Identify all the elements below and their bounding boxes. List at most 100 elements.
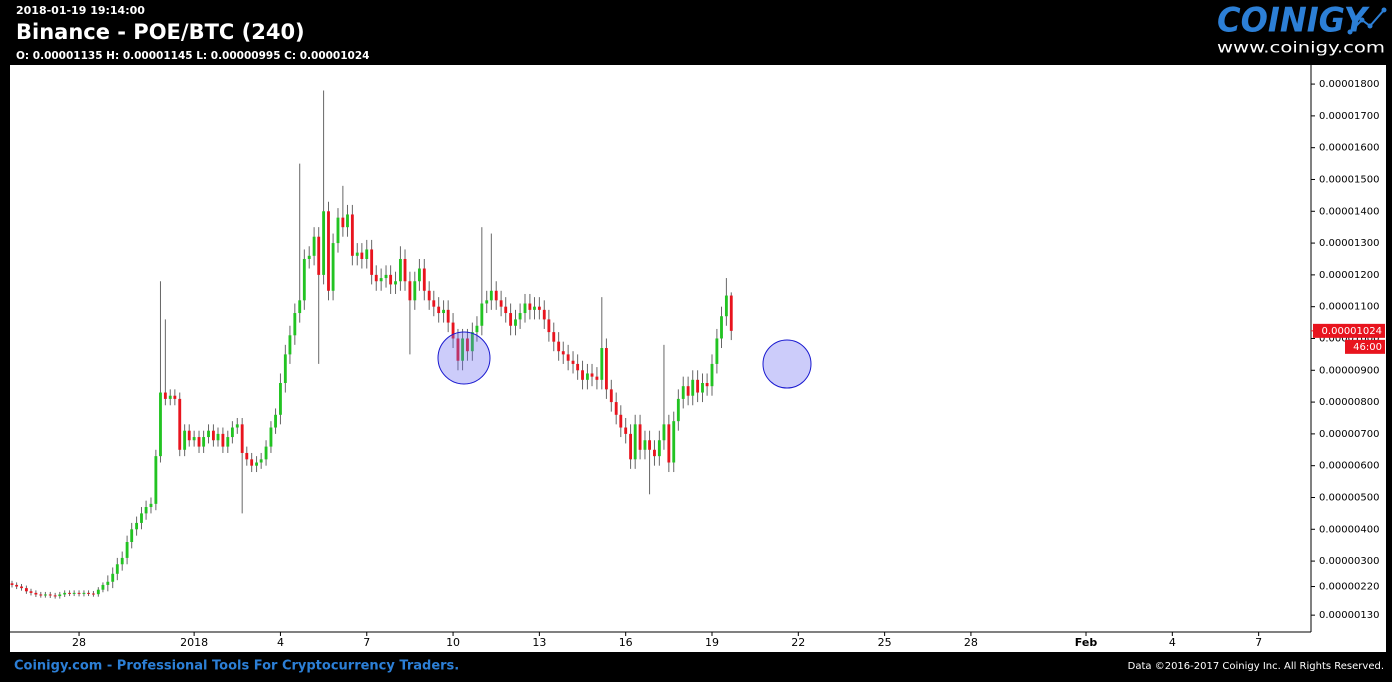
candle-body bbox=[216, 433, 220, 441]
candle-body bbox=[101, 584, 105, 590]
y-tick-label: 0.00000600 bbox=[1319, 461, 1379, 472]
candle-body bbox=[437, 306, 441, 314]
candle-body bbox=[691, 379, 695, 396]
candle-body bbox=[283, 354, 287, 384]
footer-tagline[interactable]: Coinigy.com - Professional Tools For Cry… bbox=[14, 659, 459, 674]
candle-body bbox=[125, 542, 129, 558]
candle-body bbox=[470, 332, 474, 352]
candle-body bbox=[269, 427, 273, 447]
chart-area bbox=[10, 65, 1386, 652]
candle-body bbox=[643, 440, 647, 450]
candle-body bbox=[120, 557, 124, 565]
y-tick-label: 0.00001200 bbox=[1319, 270, 1379, 281]
candle-body bbox=[279, 383, 282, 415]
x-tick-label: 19 bbox=[705, 636, 719, 649]
candle-body bbox=[317, 236, 321, 275]
candle-body bbox=[226, 437, 230, 447]
y-tick-label: 0.00000500 bbox=[1319, 492, 1379, 503]
candle-body bbox=[168, 395, 172, 399]
candle-body bbox=[499, 300, 503, 307]
candle-body bbox=[34, 592, 38, 595]
x-tick-label: 4 bbox=[277, 636, 284, 649]
candle-body bbox=[446, 309, 450, 323]
y-tick-label: 0.00001300 bbox=[1319, 238, 1379, 249]
x-tick-label: 4 bbox=[1169, 636, 1176, 649]
candle-body bbox=[68, 592, 71, 594]
candle-body bbox=[561, 351, 565, 355]
candle-body bbox=[163, 392, 167, 399]
candle-body bbox=[456, 338, 460, 361]
candle-body bbox=[566, 354, 570, 361]
candle-body bbox=[264, 446, 268, 460]
footer-copyright: Data ©2016-2017 Coinigy Inc. All Rights … bbox=[1128, 661, 1384, 672]
candle-body bbox=[298, 300, 302, 314]
price-tags: 0.00001024 46:00 bbox=[1311, 323, 1385, 354]
candle-body bbox=[336, 217, 340, 244]
candle-body bbox=[417, 268, 421, 282]
candle-body bbox=[346, 214, 349, 228]
logo-dot bbox=[1367, 23, 1373, 29]
candle-body bbox=[15, 584, 19, 587]
candle-body bbox=[327, 211, 330, 291]
candle-body bbox=[259, 459, 263, 463]
candle-body bbox=[696, 379, 700, 393]
candle-body bbox=[442, 309, 445, 314]
candle-body bbox=[350, 214, 354, 256]
candle-body bbox=[240, 424, 244, 453]
candle-body bbox=[609, 389, 613, 403]
candle-body bbox=[523, 303, 527, 314]
candle-body bbox=[715, 338, 719, 364]
candle-body bbox=[365, 249, 369, 259]
drawing-circle[interactable] bbox=[437, 331, 491, 385]
candle-body bbox=[72, 592, 76, 594]
x-tick-label: 16 bbox=[619, 636, 633, 649]
candle-body bbox=[331, 243, 335, 291]
candle-body bbox=[230, 427, 234, 438]
candle-body bbox=[245, 452, 249, 460]
candle-body bbox=[537, 306, 541, 310]
candle-body bbox=[403, 258, 407, 282]
candle-body bbox=[202, 437, 206, 447]
drawing-circle[interactable] bbox=[762, 339, 812, 389]
candle-body bbox=[408, 281, 412, 301]
candle-body bbox=[274, 414, 277, 428]
candle-body bbox=[724, 295, 728, 317]
logo-url: www.coinigy.com bbox=[1217, 39, 1385, 57]
countdown-label: 46:00 bbox=[1353, 342, 1382, 353]
candle-body bbox=[705, 383, 709, 387]
x-tick-label: 25 bbox=[878, 636, 892, 649]
candle-body bbox=[394, 281, 397, 285]
candle-body bbox=[389, 274, 393, 285]
candle-body bbox=[29, 591, 33, 593]
candle-body bbox=[614, 402, 618, 415]
candle-body bbox=[633, 424, 637, 460]
x-tick-label: 28 bbox=[72, 636, 86, 649]
candle-body bbox=[379, 278, 383, 282]
candle-body bbox=[322, 211, 326, 275]
candle-body bbox=[461, 338, 464, 361]
y-tick-label: 0.00000220 bbox=[1319, 582, 1379, 593]
logo-dot bbox=[1347, 29, 1353, 35]
candle-body bbox=[600, 348, 604, 380]
candle-body bbox=[552, 332, 556, 342]
candle-body bbox=[509, 313, 513, 326]
candle-body bbox=[24, 588, 28, 592]
timestamp: 2018-01-19 19:14:00 bbox=[16, 4, 145, 17]
candle-body bbox=[676, 398, 680, 422]
candle-body bbox=[192, 437, 196, 441]
y-tick-label: 0.00001500 bbox=[1319, 174, 1379, 185]
candle-body bbox=[729, 295, 733, 331]
candle-body bbox=[504, 306, 508, 314]
ohlc-readout: O: 0.00001135 H: 0.00001145 L: 0.0000099… bbox=[16, 50, 369, 62]
y-tick-label: 0.00000130 bbox=[1319, 610, 1379, 621]
candle-body bbox=[475, 325, 479, 333]
plot: 0.00001800 0.00001700 0.00001600 0.00001500… bbox=[10, 79, 1379, 649]
y-tick-label: 0.00000300 bbox=[1319, 556, 1379, 567]
candle-body bbox=[701, 383, 704, 393]
y-tick-label: 0.00000700 bbox=[1319, 429, 1379, 440]
last-price-tag bbox=[1313, 323, 1385, 338]
candle-body bbox=[183, 430, 187, 450]
candle-body bbox=[518, 313, 522, 320]
